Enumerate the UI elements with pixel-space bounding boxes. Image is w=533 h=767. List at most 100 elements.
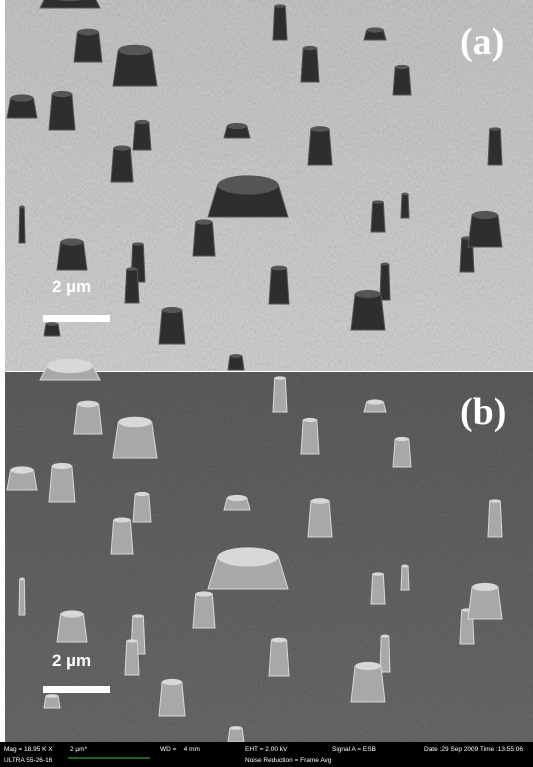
pillar-top — [20, 578, 25, 581]
pillar — [57, 242, 87, 270]
pillar — [371, 574, 385, 604]
pillar-top — [271, 266, 286, 271]
pillar-top — [275, 376, 286, 379]
pillar-top — [133, 614, 144, 617]
pillar-top — [77, 29, 98, 36]
pillar — [19, 579, 25, 615]
pillar-top — [46, 694, 58, 698]
pillar-top — [355, 290, 381, 298]
pillar-top — [367, 399, 384, 404]
pillar-top — [196, 219, 213, 224]
pillar-top — [46, 322, 58, 326]
pillar-top — [127, 639, 138, 642]
pillar-top — [11, 466, 34, 473]
pillar — [468, 587, 502, 619]
pillar — [193, 594, 215, 628]
pillar-top — [490, 499, 501, 502]
pillar — [111, 520, 133, 554]
noise: Noise Reduction = Frame Avg — [245, 757, 332, 764]
pillar — [111, 148, 133, 182]
pillar-top — [218, 547, 279, 566]
pillar-top — [230, 354, 242, 358]
pillar-top — [395, 65, 409, 69]
datetime: Date :29 Sep 2009 Time :13:55:06 — [424, 746, 523, 753]
pillar — [393, 439, 411, 467]
scale-bar — [43, 315, 110, 322]
pillar-top — [135, 492, 149, 496]
pillar — [273, 6, 287, 40]
pillar-top — [311, 126, 329, 132]
pillar-top — [218, 175, 279, 194]
pillar — [49, 94, 75, 130]
pillar — [488, 129, 502, 165]
pillar-top — [61, 238, 84, 245]
pillar-top — [402, 565, 408, 568]
pillar — [113, 422, 157, 458]
pillar — [133, 494, 151, 522]
pillar — [133, 122, 151, 150]
pillar — [351, 666, 385, 702]
pillar — [125, 269, 139, 303]
pillar — [488, 501, 502, 537]
pillar-top — [135, 120, 149, 124]
pillar — [301, 420, 319, 454]
pillar — [371, 202, 385, 232]
pillar-top — [133, 242, 144, 245]
pillar — [269, 640, 289, 676]
pillar-top — [303, 46, 317, 50]
pillar-top — [127, 267, 138, 270]
pillar-top — [47, 359, 93, 373]
scale-text: 2 µm* — [70, 746, 88, 753]
pillar — [380, 636, 390, 672]
pillar — [401, 566, 409, 590]
pillar — [74, 32, 102, 62]
pillar-top — [381, 263, 389, 266]
pillar-top — [114, 145, 131, 150]
pillar-top — [472, 583, 498, 591]
pillar-top — [381, 635, 389, 638]
panel-label: (b) — [460, 391, 506, 433]
pillar — [113, 50, 157, 86]
pillar-top — [402, 193, 408, 196]
pillar-top — [77, 401, 98, 408]
pillar-top — [52, 91, 72, 97]
pillar — [269, 268, 289, 304]
pillar — [308, 129, 332, 165]
pillar-top — [61, 610, 84, 617]
pillar-top — [227, 123, 247, 129]
pillar — [49, 466, 75, 502]
pillar-top — [303, 418, 317, 422]
pillar — [401, 194, 409, 218]
pillar-top — [11, 94, 34, 101]
pillar-top — [367, 27, 384, 32]
pillar-top — [196, 591, 213, 596]
pillar-top — [52, 463, 72, 469]
panel-label: (a) — [460, 21, 504, 63]
pillar-top — [395, 437, 409, 441]
pillar — [193, 222, 215, 256]
pillar — [74, 404, 102, 434]
pillar-top — [227, 495, 247, 501]
scale-bar-label: 2 µm — [52, 651, 91, 670]
pillar-top — [230, 726, 242, 730]
pillar-top — [118, 417, 151, 428]
pillar-top — [355, 662, 381, 670]
sem-figure: (a) 2 µm (b) 2 µm Mag = 18.95 K X 2 µm* … — [0, 0, 533, 767]
pillar — [351, 294, 385, 330]
page: (a) 2 µm (b) 2 µm Mag = 18.95 K X 2 µm* … — [0, 0, 533, 767]
pillar-top — [490, 127, 501, 130]
pillar-top — [311, 498, 329, 504]
pillar-top — [162, 307, 182, 313]
pillar-top — [114, 517, 131, 522]
instrument: ULTRA 55-26-16 — [4, 757, 53, 764]
pillar — [159, 682, 185, 716]
pillar-top — [20, 206, 25, 209]
pillar — [159, 310, 185, 344]
pillar — [228, 356, 244, 370]
pillar-top — [275, 4, 286, 7]
pillar-top — [373, 200, 384, 203]
pillar — [301, 48, 319, 82]
mag: Mag = 18.95 K X — [4, 746, 53, 753]
pillar — [40, 0, 100, 8]
pillar — [19, 207, 25, 243]
